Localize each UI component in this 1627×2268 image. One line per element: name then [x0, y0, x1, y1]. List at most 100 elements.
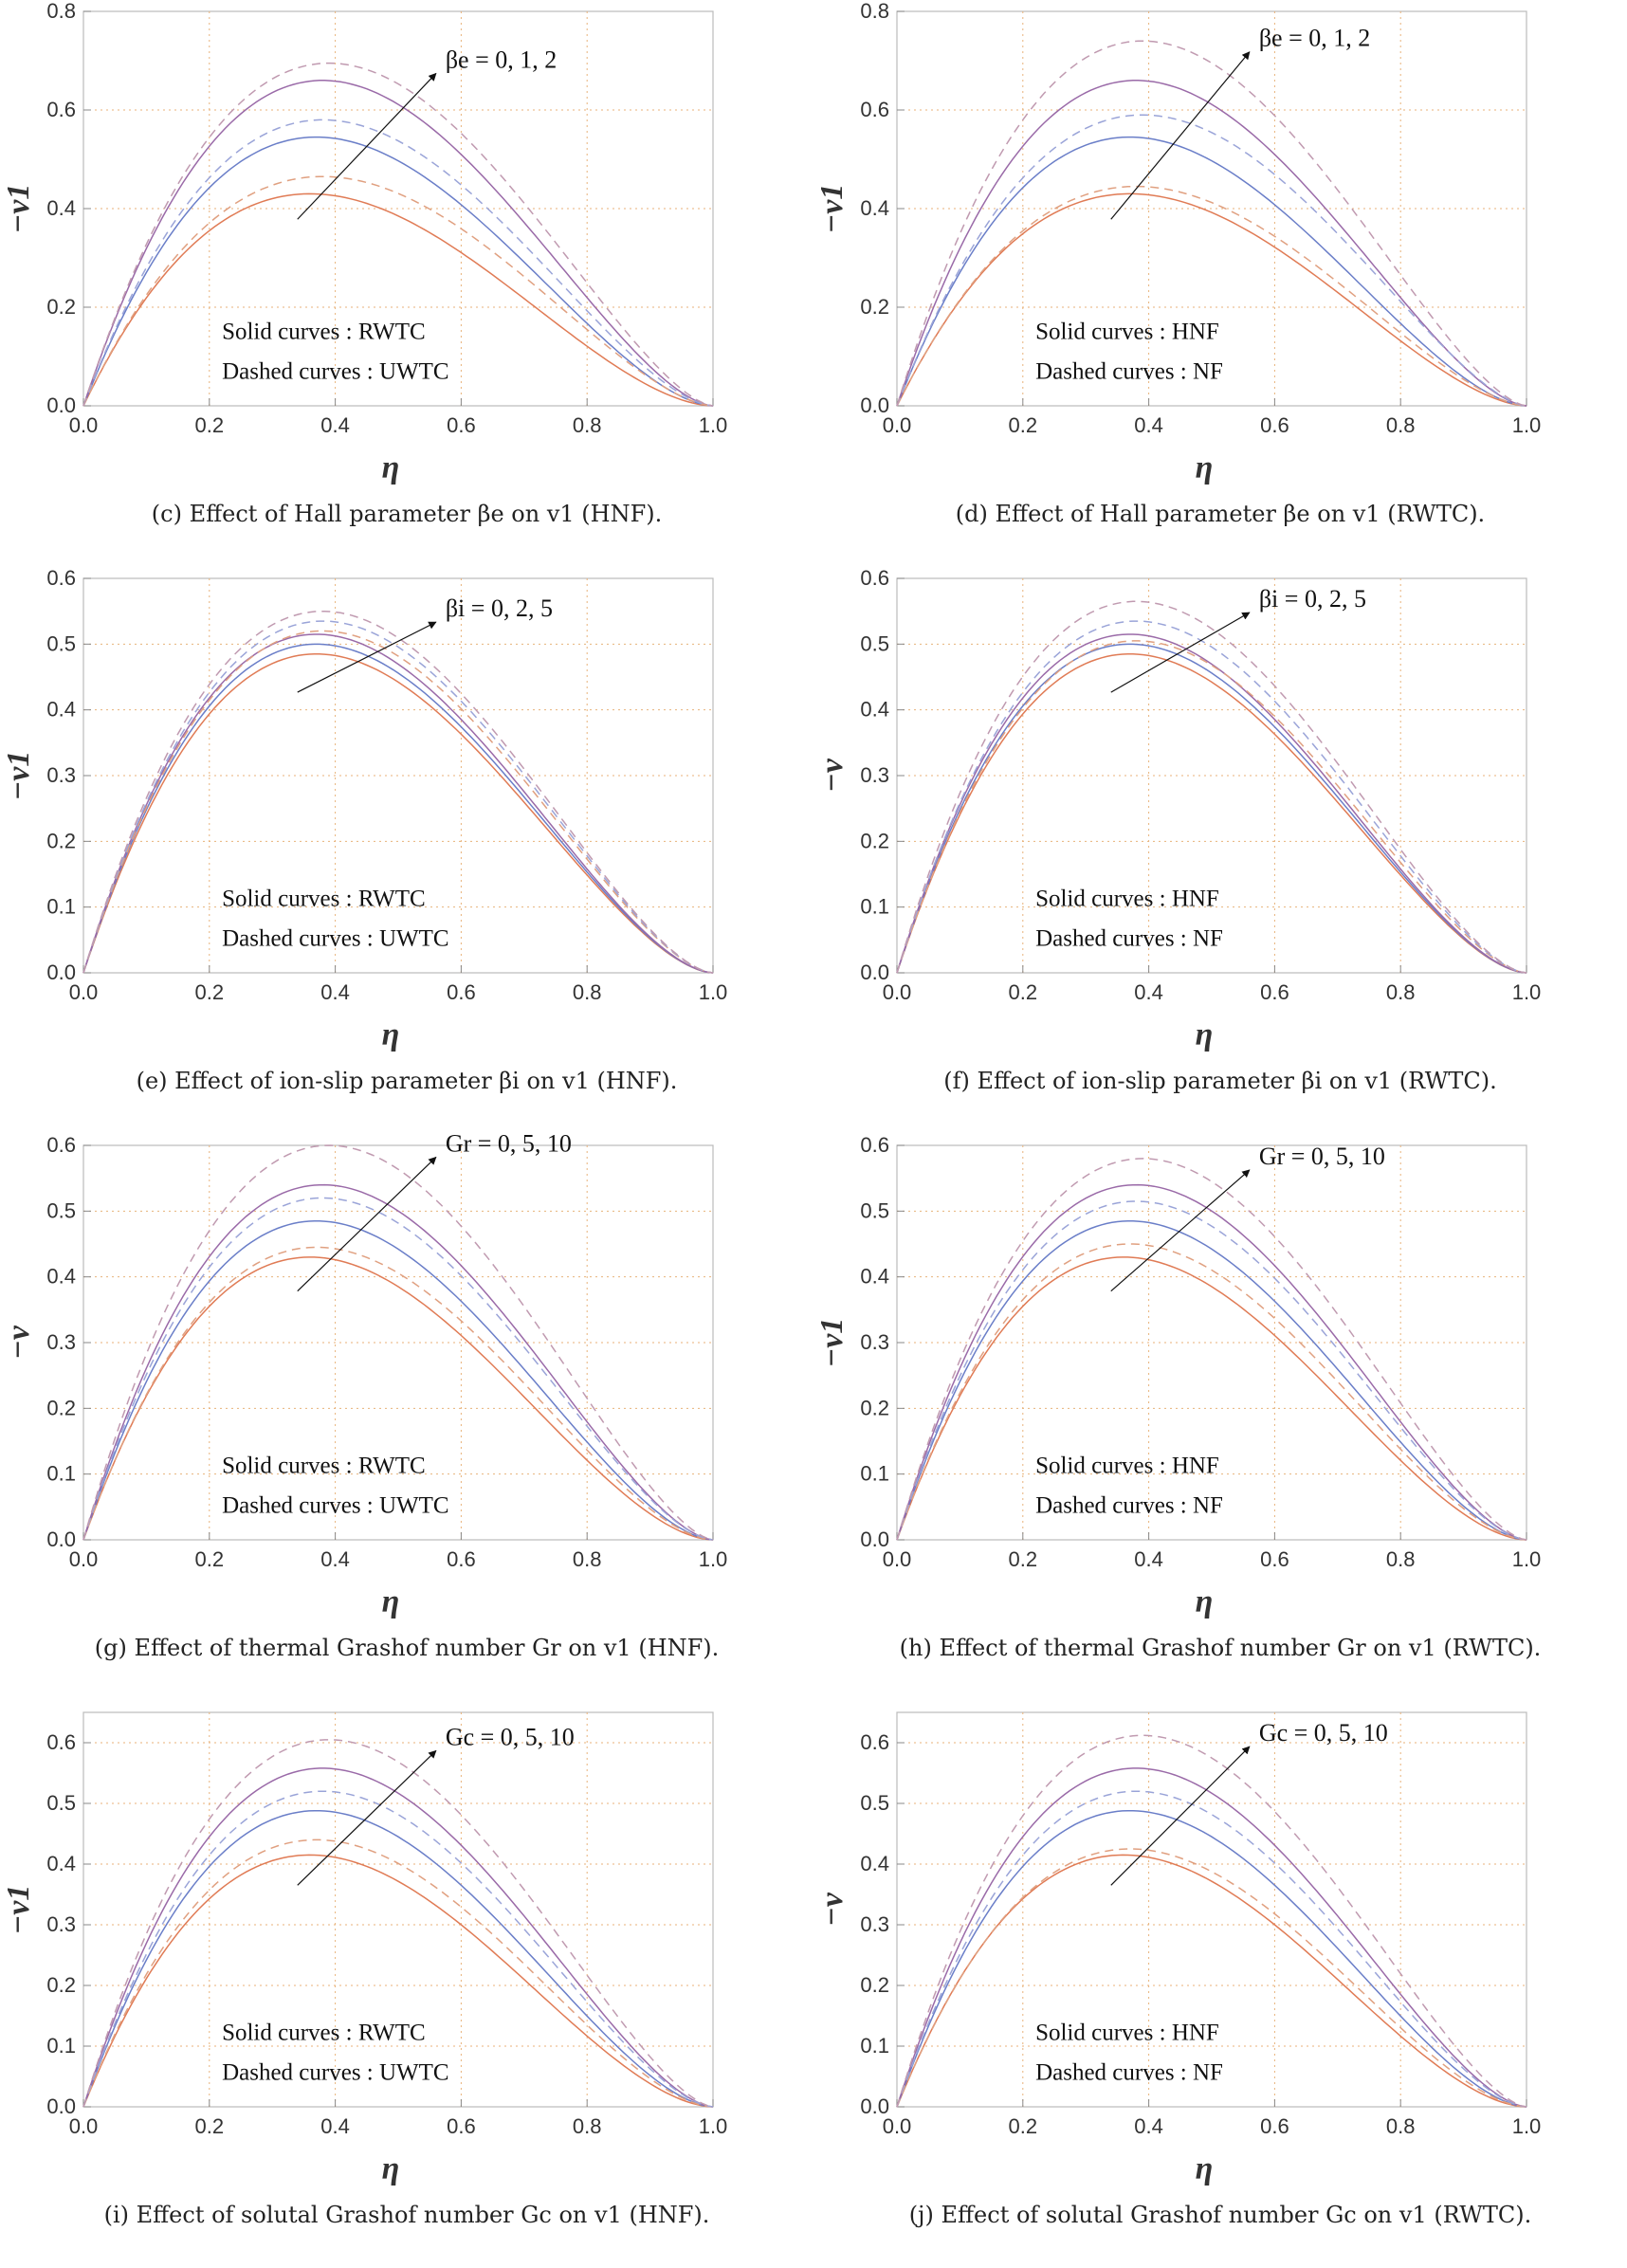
caption-e: (e) Effect of ion-slip parameter βi on v… — [136, 1068, 678, 1094]
x-tick-label: 0.8 — [1386, 413, 1416, 437]
legend-dashed: Dashed curves : UWTC — [222, 358, 449, 384]
series-line-solid-Gr-0 — [82, 1256, 714, 1541]
legend-solid: Solid curves : RWTC — [222, 1453, 426, 1478]
trend-arrow — [1110, 51, 1251, 220]
y-axis-label: −v — [814, 1892, 850, 1927]
series-line-dashed-Gr-5 — [82, 1197, 714, 1541]
x-tick-label: 0.0 — [69, 2114, 99, 2138]
panel-j: 0.0 0.1 0.2 0.3 0.4 0.5 0.6 0.0 0.2 0.4 0.6 0.8 1.0 −… — [814, 1701, 1627, 2268]
annotation-label: βi = 0, 2, 5 — [1259, 585, 1366, 613]
series-line-dashed-i-5 — [896, 600, 1527, 974]
y-tick-label: 0.4 — [46, 196, 76, 220]
series-line-solid-i-5 — [82, 633, 714, 974]
x-tick-label: 0.8 — [1386, 1547, 1416, 1571]
legend-dashed: Dashed curves : NF — [1035, 925, 1223, 951]
y-tick-label: 0.2 — [46, 1973, 76, 1997]
series-line-dashed-e-2 — [896, 40, 1527, 407]
x-tick-label: 0.8 — [573, 413, 602, 437]
y-tick-label: 0.2 — [46, 829, 76, 852]
series-line-dashed-Gr-10 — [82, 1144, 714, 1541]
x-tick-label: 0.8 — [1386, 2114, 1416, 2138]
x-tick-label: 0.0 — [883, 413, 912, 437]
x-tick-label: 0.6 — [447, 413, 476, 437]
y-tick-label: 0.1 — [860, 1462, 889, 1486]
series-line-dashed-Gc-5 — [896, 1790, 1527, 2108]
y-tick-label: 0.5 — [46, 631, 76, 655]
caption-f: (f) Effect of ion-slip parameter βi on v… — [943, 1068, 1497, 1094]
x-tick-label: 0.6 — [1260, 2114, 1289, 2138]
x-tick-label: 0.2 — [1009, 413, 1038, 437]
y-tick-label: 0.2 — [860, 829, 889, 852]
x-tick-label: 1.0 — [1512, 1547, 1542, 1571]
x-tick-label: 0.0 — [69, 413, 99, 437]
y-tick-label: 0.3 — [860, 1330, 889, 1354]
legend-dashed: Dashed curves : UWTC — [222, 1492, 449, 1518]
annotation-label: Gc = 0, 5, 10 — [446, 1723, 575, 1750]
x-tick-label: 1.0 — [1512, 980, 1542, 1004]
y-tick-label: 0.6 — [860, 1133, 889, 1157]
trend-arrow — [297, 1749, 437, 1886]
legend-dashed: Dashed curves : NF — [1035, 1492, 1223, 1518]
x-tick-label: 0.0 — [883, 980, 912, 1004]
plot-frame — [896, 1711, 1527, 2108]
series-line-dashed-Gr-10 — [896, 1158, 1527, 1541]
y-tick-label: 0.2 — [860, 1396, 889, 1419]
y-tick-label: 0.0 — [860, 960, 889, 984]
y-tick-label: 0.8 — [46, 0, 76, 23]
x-tick-label: 0.4 — [1134, 980, 1163, 1004]
series-line-solid-Gc-5 — [82, 1809, 714, 2108]
y-tick-label: 0.2 — [46, 1396, 76, 1419]
series-line-solid-Gr-10 — [896, 1183, 1527, 1541]
series-line-solid-e-1 — [896, 136, 1527, 407]
chart-c: 0.0 0.2 0.4 0.6 0.8 0.0 0.2 0.4 0.6 0.8 1.0 −v1 η βe … — [1, 0, 727, 485]
legend-dashed: Dashed curves : NF — [1035, 358, 1223, 384]
caption-h: (h) Effect of thermal Grashof number Gr … — [899, 1635, 1542, 1661]
legend-solid: Solid curves : HNF — [1035, 2020, 1219, 2045]
x-tick-label: 0.4 — [320, 980, 350, 1004]
y-tick-label: 0.6 — [46, 98, 76, 121]
y-tick-label: 0.2 — [46, 295, 76, 319]
chart-j: 0.0 0.1 0.2 0.3 0.4 0.5 0.6 0.0 0.2 0.4 0.6 0.8 1.0 −… — [814, 1711, 1541, 2186]
series-line-solid-Gc-0 — [82, 1854, 714, 2108]
trend-arrow — [1110, 1169, 1251, 1292]
series-line-dashed-Gc-5 — [82, 1790, 714, 2108]
y-tick-label: 0.8 — [860, 0, 889, 23]
y-tick-label: 0.4 — [860, 1852, 889, 1875]
series-line-dashed-Gc-10 — [896, 1734, 1527, 2108]
x-tick-label: 0.6 — [447, 2114, 476, 2138]
legend-dashed: Dashed curves : UWTC — [222, 2059, 449, 2085]
series-line-solid-Gc-10 — [82, 1767, 714, 2108]
y-tick-label: 0.2 — [860, 1973, 889, 1997]
trend-arrow — [297, 621, 437, 693]
x-tick-label: 0.6 — [447, 1547, 476, 1571]
series-line-solid-e-0 — [82, 192, 714, 407]
y-tick-label: 0.5 — [46, 1791, 76, 1815]
series-line-solid-e-2 — [82, 80, 714, 407]
series-line-solid-i-0 — [82, 653, 714, 974]
legend-dashed: Dashed curves : UWTC — [222, 925, 449, 951]
y-tick-label: 0.6 — [860, 1730, 889, 1754]
series-line-solid-e-0 — [896, 192, 1527, 407]
series-line-solid-i-2 — [82, 643, 714, 974]
series-line-solid-Gc-5 — [896, 1809, 1527, 2108]
x-tick-label: 0.2 — [1009, 2114, 1038, 2138]
y-tick-label: 0.3 — [860, 1912, 889, 1936]
x-tick-label: 0.2 — [195, 980, 225, 1004]
y-tick-label: 0.4 — [860, 1265, 889, 1289]
x-tick-label: 1.0 — [1512, 413, 1542, 437]
y-tick-label: 0.5 — [860, 1198, 889, 1222]
x-axis-label: η — [1196, 1017, 1214, 1052]
legend-solid: Solid curves : RWTC — [222, 886, 426, 911]
series-line-dashed-i-2 — [82, 620, 714, 974]
x-tick-label: 0.6 — [1260, 413, 1289, 437]
y-axis-label: −v1 — [1, 751, 36, 801]
caption-c: (c) Effect of Hall parameter βe on v1 (H… — [151, 501, 663, 527]
y-axis-label: −v1 — [814, 1318, 850, 1368]
caption-i: (i) Effect of solutal Grashof number Gc … — [103, 2202, 710, 2228]
series-line-dashed-Gr-0 — [82, 1246, 714, 1541]
x-tick-label: 0.0 — [883, 1547, 912, 1571]
y-tick-label: 0.1 — [860, 895, 889, 919]
series-line-solid-i-5 — [896, 633, 1527, 974]
y-tick-label: 0.5 — [46, 1198, 76, 1222]
series-line-dashed-i-0 — [82, 630, 714, 974]
